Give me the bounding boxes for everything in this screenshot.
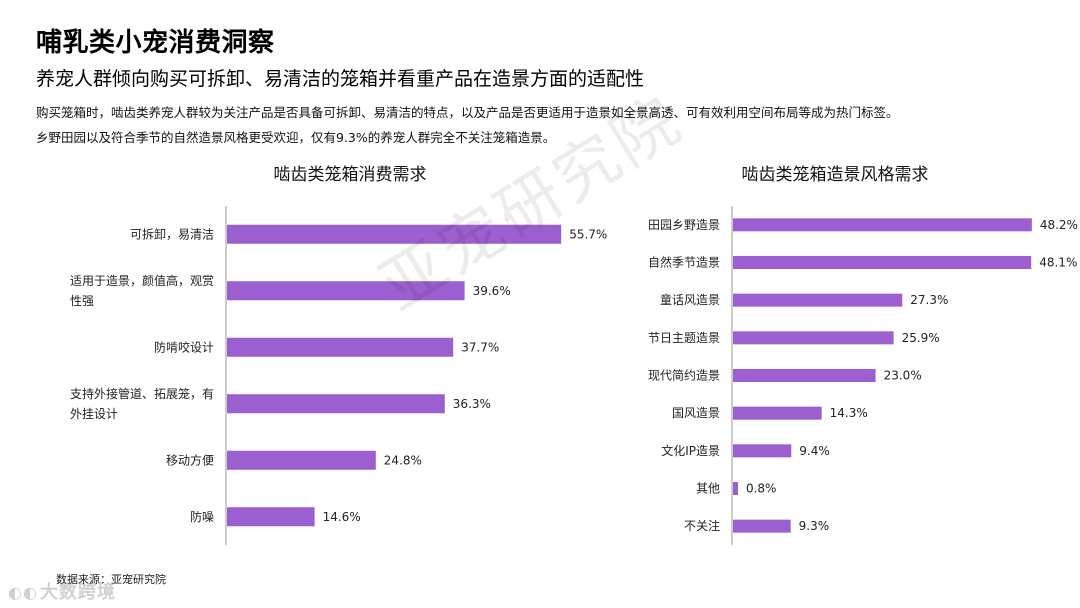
- data-label: 23.0%: [884, 369, 922, 383]
- category-label: 防啃咬设计: [154, 339, 214, 354]
- data-label: 39.6%: [473, 284, 511, 298]
- data-label: 37.7%: [461, 340, 499, 354]
- chart-consumption-demand: 啮齿类笼箱消费需求 55.7% 可拆卸，易清洁 39.6% 适用于造景，颜值高，观赏性…: [30, 160, 607, 550]
- category-label: 外挂设计: [70, 407, 118, 421]
- description: 购买笼箱时，啮齿类养宠人群较为关注产品是否具备可拆卸、易清洁的特点，以及产品是否…: [36, 100, 1066, 150]
- category-label: 童话风造景: [660, 292, 720, 307]
- category-label: 可拆卸，易清洁: [130, 226, 214, 241]
- data-label: 9.4%: [799, 444, 830, 458]
- category-label: 文化IP造景: [661, 443, 720, 458]
- category-label: 田园乡野造景: [648, 218, 720, 232]
- bar: [733, 519, 791, 533]
- bar: [733, 369, 876, 382]
- page-title: 哺乳类小宠消费洞察: [36, 28, 275, 58]
- category-label: 节日主题造景: [648, 331, 720, 345]
- data-label: 36.3%: [453, 397, 491, 411]
- data-label: 0.8%: [746, 482, 777, 496]
- bar: [227, 224, 562, 244]
- category-label: 其他: [696, 482, 720, 496]
- category-label: 不关注: [684, 518, 720, 533]
- bar: [733, 293, 903, 307]
- bar: [733, 482, 738, 495]
- category-label: 自然季节造景: [648, 255, 720, 270]
- brand-name: 大数跨境: [39, 582, 116, 603]
- data-label: 24.8%: [384, 453, 422, 467]
- bar: [733, 331, 894, 345]
- data-label: 55.7%: [569, 227, 607, 241]
- category-label: 支持外接管道、拓展笼，有: [70, 386, 214, 401]
- brand-icon: ◐◐: [8, 583, 38, 602]
- bar: [227, 507, 315, 527]
- category-label: 移动方便: [166, 452, 214, 467]
- data-label: 48.1%: [1039, 256, 1077, 270]
- data-label: 9.3%: [799, 519, 830, 533]
- category-label: 国风造景: [672, 406, 720, 420]
- bar: [227, 281, 465, 301]
- data-label: 14.3%: [830, 406, 868, 420]
- data-label: 48.2%: [1040, 218, 1078, 232]
- category-label: 防噪: [190, 509, 214, 524]
- category-label: 适用于造景，颜值高，观赏: [70, 273, 214, 288]
- bar: [733, 444, 792, 458]
- page-subtitle: 养宠人群倾向购买可拆卸、易清洁的笼箱并看重产品在造景方面的适配性: [36, 68, 645, 90]
- data-label: 14.6%: [323, 510, 361, 524]
- bar: [227, 337, 454, 357]
- category-label: 性强: [70, 294, 94, 308]
- description-line-2: 乡野田园以及符合季节的自然造景风格更受欢迎，仅有9.3%的养宠人群完全不关注笼箱…: [36, 130, 556, 145]
- data-source: 数据来源：亚宠研究院: [56, 573, 166, 586]
- chart-title: 啮齿类笼箱消费需求: [273, 165, 427, 185]
- chart-style-demand: 啮齿类笼箱造景风格需求 48.2% 田园乡野造景 48.1% 自然季节造景 27.3% 童…: [600, 160, 1078, 550]
- bar: [733, 218, 1032, 232]
- chart-title: 啮齿类笼箱造景风格需求: [741, 165, 929, 185]
- chart-svg: 48.2% 田园乡野造景 48.1% 自然季节造景 27.3% 童话风造景 25.9% 节日主…: [648, 206, 1078, 545]
- bar: [733, 406, 822, 420]
- bar: [733, 256, 1032, 269]
- data-label: 27.3%: [910, 293, 948, 307]
- bar: [227, 394, 445, 414]
- bar: [227, 450, 376, 470]
- data-label: 25.9%: [902, 331, 940, 345]
- description-line-1: 购买笼箱时，啮齿类养宠人群较为关注产品是否具备可拆卸、易清洁的特点，以及产品是否…: [36, 105, 899, 120]
- category-label: 现代简约造景: [648, 368, 720, 383]
- brand-logo: ◐◐ 大数跨境: [8, 578, 116, 604]
